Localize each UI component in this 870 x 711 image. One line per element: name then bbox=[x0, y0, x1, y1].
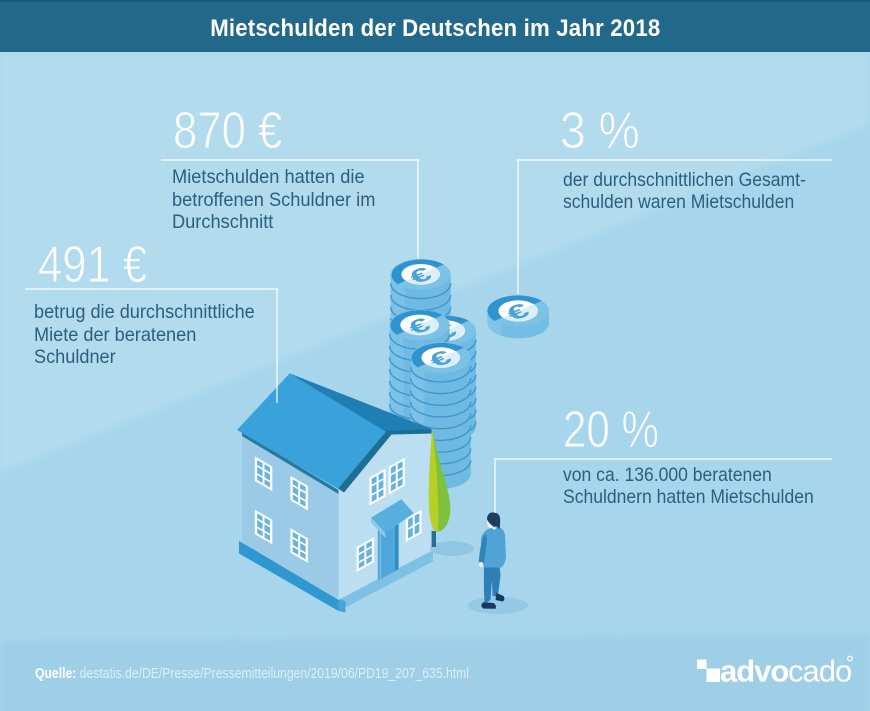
svg-text:cado: cado bbox=[788, 654, 851, 688]
svg-text:advo: advo bbox=[720, 654, 788, 688]
